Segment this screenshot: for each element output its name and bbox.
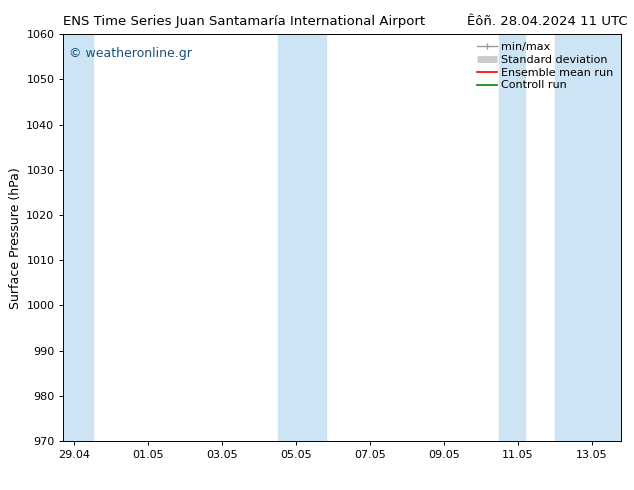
Text: © weatheronline.gr: © weatheronline.gr	[69, 47, 192, 59]
Bar	[555, 34, 621, 441]
Text: ENS Time Series Juan Santamaría International Airport: ENS Time Series Juan Santamaría Internat…	[63, 15, 425, 28]
Bar	[63, 34, 93, 441]
Y-axis label: Surface Pressure (hPa): Surface Pressure (hPa)	[9, 167, 22, 309]
Bar	[278, 34, 326, 441]
Legend: min/max, Standard deviation, Ensemble mean run, Controll run: min/max, Standard deviation, Ensemble me…	[472, 38, 618, 95]
Bar	[500, 34, 525, 441]
Text: Êôñ. 28.04.2024 11 UTC: Êôñ. 28.04.2024 11 UTC	[467, 15, 628, 28]
